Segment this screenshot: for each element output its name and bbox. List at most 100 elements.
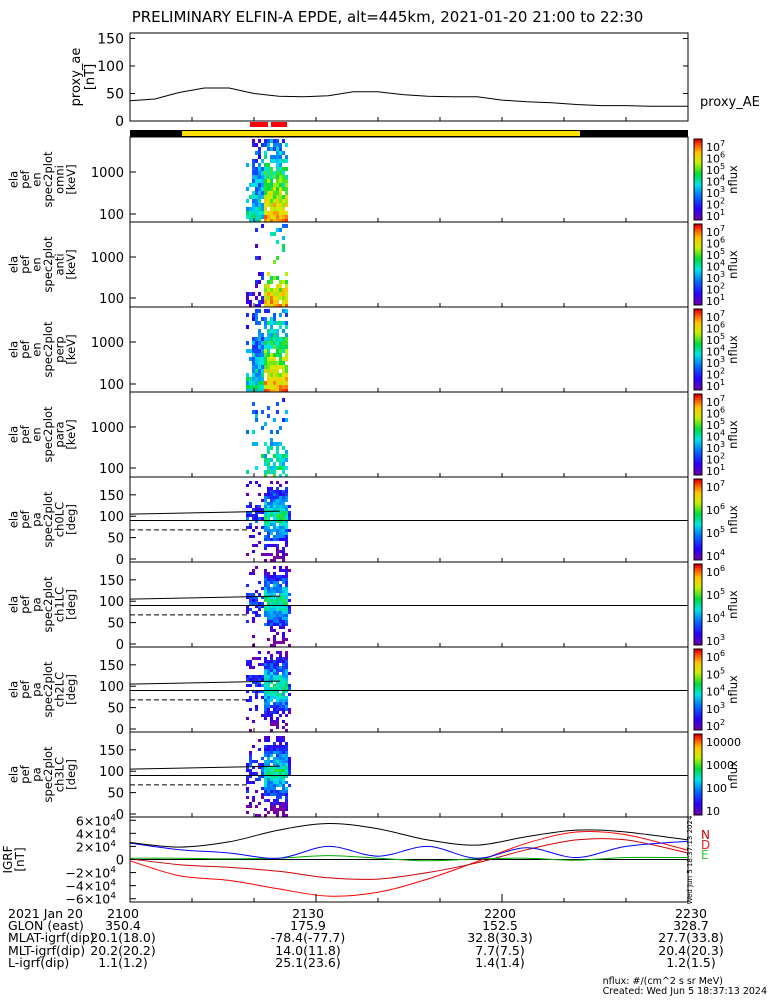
spectrogram-cell: [264, 711, 267, 714]
spectrogram-cell: [276, 699, 279, 702]
spectrogram-cell: [264, 353, 267, 357]
spectrogram-cell: [249, 535, 252, 538]
spectrogram-cell: [270, 361, 273, 365]
spectrogram-cell: [267, 681, 270, 684]
spectrogram-cell: [273, 584, 276, 587]
spectrogram-cell: [261, 187, 264, 191]
spectrogram-cell: [270, 195, 273, 199]
colorbar-tick-label: 102: [706, 282, 725, 297]
spectrogram-cell: [270, 438, 273, 442]
spectrogram-cell: [288, 769, 291, 772]
spectrogram-cell: [279, 207, 282, 211]
spectrogram-cell: [276, 693, 279, 696]
side-time-stamp: Wed Jun 5 18:37:13 2024: [686, 815, 694, 904]
proxy-ae-ytick-label: 0: [115, 114, 124, 130]
ytick-label: 50: [107, 787, 124, 802]
spectrogram-cell: [279, 748, 282, 751]
spectrogram-cell: [267, 337, 270, 341]
spectrogram-cell: [246, 199, 249, 203]
spectrogram-cell: [276, 711, 279, 714]
spectrogram-cell: [285, 520, 288, 523]
spectrogram-cell: [270, 581, 273, 584]
colorbar-segment: [694, 147, 702, 150]
spectrogram-cell: [279, 365, 282, 369]
spectrogram-cell: [288, 644, 291, 647]
colorbar-segment: [694, 288, 702, 292]
spectrogram-cell: [288, 599, 291, 602]
spectrogram-cell: [273, 593, 276, 596]
spectrogram-cell: [255, 191, 258, 195]
spectrogram-cell: [267, 139, 270, 143]
spectrogram-cell: [264, 687, 267, 690]
spectrogram-cell: [270, 723, 273, 726]
spectrogram-cell: [255, 381, 258, 385]
panel-ylabel-line: spec2plot: [41, 746, 55, 803]
spectrogram-cell: [279, 511, 282, 514]
colorbar-segment: [694, 495, 702, 498]
ytick-label: 0: [116, 723, 124, 738]
spectrogram-cell: [270, 663, 273, 666]
footer-value: 2130: [292, 906, 324, 921]
spectrogram-cell: [264, 529, 267, 532]
spectrogram-cell: [285, 357, 288, 361]
spectrogram-cell: [282, 754, 285, 757]
spectrogram-cell: [276, 179, 279, 183]
panel-perp: [129, 306, 703, 393]
spectrogram-cell: [276, 535, 279, 538]
spectrogram-cell: [252, 675, 255, 678]
spectrogram-cell: [270, 446, 273, 450]
colorbar-segment: [694, 503, 702, 506]
colorbar-segment: [694, 292, 702, 296]
spectrogram-cell: [270, 781, 273, 784]
spectrogram-cell: [270, 629, 273, 632]
spectrogram-cell: [258, 215, 261, 219]
spectrogram-cell: [276, 520, 279, 523]
spectrogram-cell: [270, 626, 273, 629]
spectrogram-cell: [279, 151, 282, 155]
footer-value: 2200: [484, 906, 516, 921]
spectrogram-cell: [264, 171, 267, 175]
spectrogram-cell: [285, 517, 288, 520]
spectrogram-cell: [285, 493, 288, 496]
spectrogram-cell: [273, 720, 276, 723]
colorbar-segment: [694, 215, 702, 219]
spectrogram-cell: [276, 751, 279, 754]
colorbar-segment: [694, 669, 702, 672]
colorbar-segment: [694, 230, 702, 233]
spectrogram-cell: [246, 663, 249, 666]
spectrogram-cell: [267, 708, 270, 711]
spectrogram-cell: [264, 496, 267, 499]
spectrogram-cell: [273, 232, 276, 236]
spectrogram-cell: [282, 361, 285, 365]
spectrogram-cell: [279, 517, 282, 520]
spectrogram-cell: [270, 353, 273, 357]
spectrogram-cell: [279, 696, 282, 699]
spectrogram-cell: [273, 784, 276, 787]
spectrogram-cell: [261, 203, 264, 207]
spectrogram-cell: [267, 617, 270, 620]
spectrogram-cell: [255, 365, 258, 369]
spectrogram-cell: [267, 535, 270, 538]
panel-ylabel-line: spec2plot: [41, 576, 55, 633]
spectrogram-cell: [249, 708, 252, 711]
spectrogram-cell: [285, 617, 288, 620]
spectrogram-cell: [249, 699, 252, 702]
spectrogram-cell: [246, 385, 249, 389]
spectrogram-cell: [246, 300, 249, 304]
spectrogram-cell: [252, 349, 255, 353]
spectrogram-cell: [264, 288, 267, 292]
spectrogram-cell: [264, 690, 267, 693]
spectrogram-cell: [276, 496, 279, 499]
spectrogram-cell: [273, 454, 276, 458]
spectrogram-cell: [258, 365, 261, 369]
spectrogram-cell: [282, 699, 285, 702]
spectrogram-cell: [279, 203, 282, 207]
spectrogram-cell: [279, 620, 282, 623]
igrf-ytick-label: 4×104: [76, 826, 116, 841]
spectrogram-cell: [285, 775, 288, 778]
spectrogram-cell: [282, 775, 285, 778]
colorbar-segment: [694, 226, 702, 229]
colorbar-segment: [694, 549, 702, 553]
colorbar-segment: [694, 511, 702, 514]
spectrogram-cell: [255, 466, 258, 470]
